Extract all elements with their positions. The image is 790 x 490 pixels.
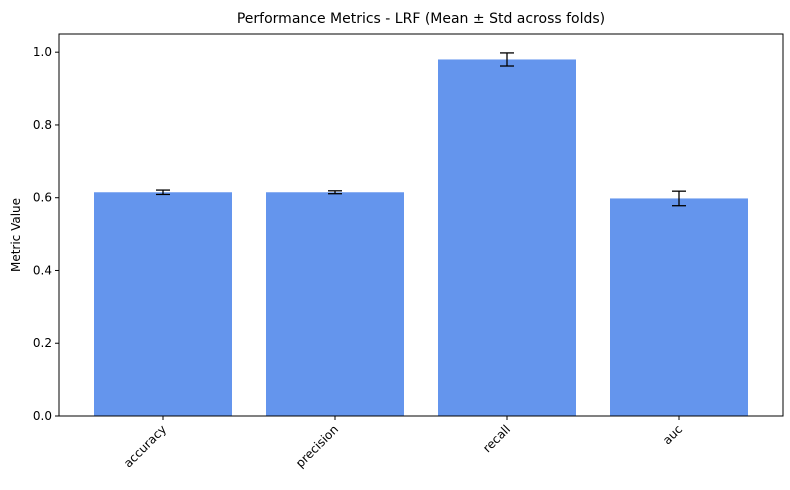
- y-tick-label: 0.6: [33, 191, 52, 205]
- error-bar-auc: [672, 190, 686, 207]
- x-tick-label-auc: auc: [660, 422, 685, 447]
- y-tick-label: 0.2: [33, 336, 52, 350]
- bar-auc: [610, 198, 748, 416]
- error-bar-recall: [500, 52, 514, 67]
- chart-title: Performance Metrics - LRF (Mean ± Std ac…: [237, 11, 605, 27]
- x-axis: accuracy precision recall auc: [121, 416, 685, 470]
- bar-recall: [438, 59, 576, 416]
- x-tick-label-precision: precision: [293, 422, 341, 470]
- bar-accuracy: [94, 192, 232, 416]
- y-tick-label: 0.0: [33, 409, 52, 423]
- error-bars-group: [156, 52, 686, 207]
- plot-area-frame: [58, 33, 784, 417]
- y-tick-label: 0.4: [33, 263, 52, 277]
- bars-group: [94, 59, 748, 416]
- error-bar-precision: [328, 190, 342, 195]
- bar-precision: [266, 192, 404, 416]
- x-tick-label-recall: recall: [480, 422, 513, 455]
- error-bar-accuracy: [156, 189, 170, 196]
- y-tick-label: 1.0: [33, 45, 52, 59]
- x-tick-label-accuracy: accuracy: [121, 422, 169, 470]
- y-axis-label: Metric Value: [9, 198, 23, 272]
- y-tick-label: 0.8: [33, 118, 52, 132]
- y-axis: 0.0 0.2 0.4 0.6 0.8 1.0: [33, 45, 59, 423]
